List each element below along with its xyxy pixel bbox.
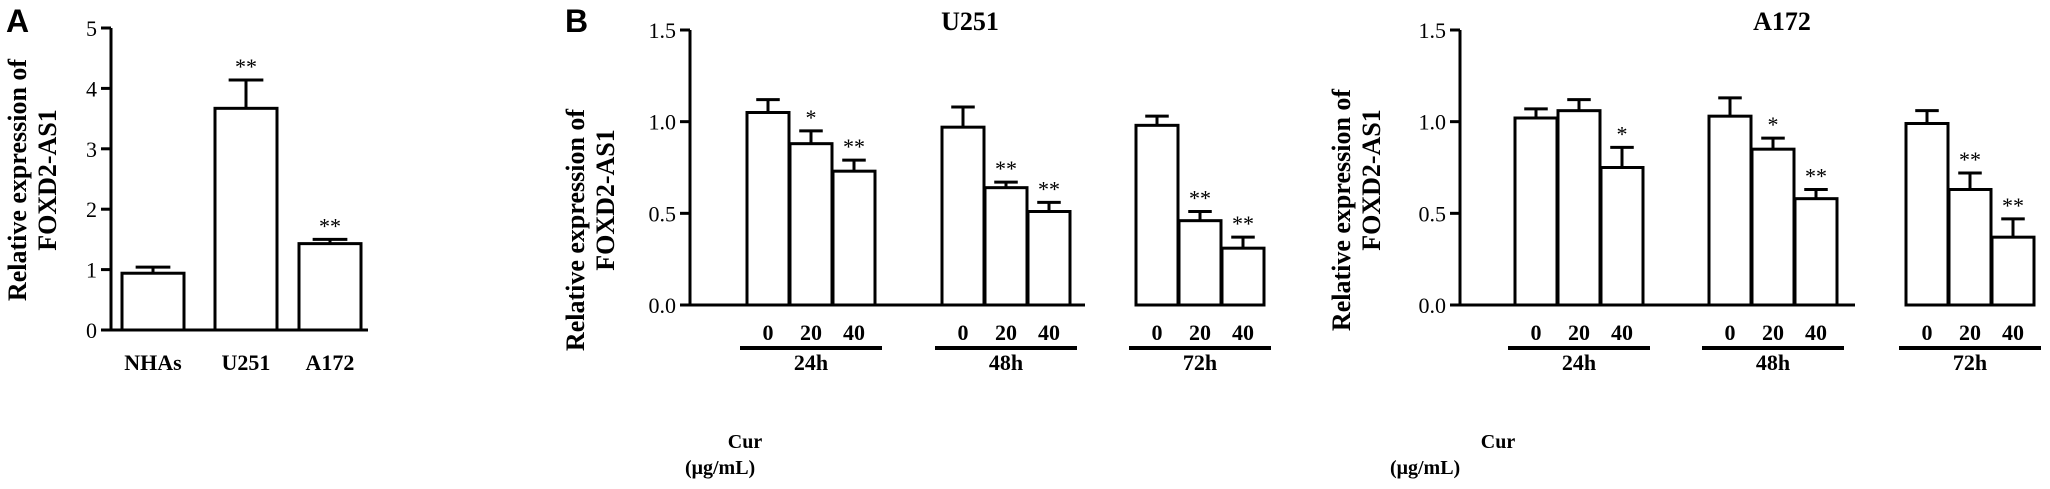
chart-u251-bar (983, 186, 1029, 307)
chart-a: 0 1 2 3 4 5 NHAs ** U251 ** A172 (86, 16, 368, 375)
chart-a-y-tick-label: 2 (86, 197, 97, 222)
chart-a172-concentration-label: 20 (1568, 320, 1590, 345)
chart-title-a172: A172 (1753, 7, 1811, 36)
chart-a172-significance: ** (1805, 164, 1827, 189)
chart-a172-significance: ** (2002, 193, 2024, 218)
chart-a172-concentration-label: 0 (1922, 320, 1933, 345)
chart-u251: 0.0 0.5 1.0 1.5 0 * 20 ** 40 24h 0 ** 20 ** 40 48h 0 ** 20… (649, 18, 1271, 375)
chart-title-u251: U251 (941, 7, 999, 36)
chart-u251-bar (940, 125, 986, 307)
chart-u251-significance: ** (843, 134, 865, 159)
chart-u251-concentration-label: 20 (800, 320, 822, 345)
chart-u251-concentration-label: 0 (958, 320, 969, 345)
cur-unit-a172: (μg/mL) (1390, 457, 1460, 479)
chart-a172-bar (1793, 197, 1839, 307)
chart-a172-concentration-label: 40 (2002, 320, 2024, 345)
chart-a172-concentration-label: 0 (1531, 320, 1542, 345)
chart-a172-bar (1513, 116, 1559, 307)
chart-a-y-tick-label: 1 (86, 258, 97, 283)
chart-u251-significance: ** (1189, 186, 1211, 211)
chart-u251-bar (788, 142, 834, 307)
chart-a172-bar (1990, 235, 2036, 307)
chart-a172-y-tick-label: 0.5 (1419, 201, 1447, 226)
chart-u251-concentration-label: 20 (995, 320, 1017, 345)
chart-a172-group-label: 24h (1562, 350, 1596, 375)
chart-u251-y-tick-label: 0.0 (649, 293, 677, 318)
chart-u251-bar (745, 111, 791, 307)
chart-u251-y-tick-label: 1.5 (649, 18, 677, 43)
y-axis-title-a-line2: FOXD2-AS1 (33, 109, 62, 251)
chart-a172-concentration-label: 0 (1725, 320, 1736, 345)
chart-a-bar (213, 106, 279, 332)
chart-a-y-tick-label: 0 (86, 318, 97, 343)
panel-label-b: B (565, 3, 588, 39)
y-axis-title-u251: Relative expression of FOXD2-AS1 (561, 109, 620, 351)
y-axis-title-a172: Relative expression of FOXD2-AS1 (1327, 89, 1386, 331)
chart-a172-concentration-label: 20 (1959, 320, 1981, 345)
chart-a172-y-tick-label: 1.0 (1419, 110, 1447, 135)
chart-u251-y-tick-label: 1.0 (649, 110, 677, 135)
chart-a172-bar (1947, 188, 1993, 307)
chart-u251-bar (1026, 210, 1072, 307)
chart-a-y-tick-label: 4 (86, 76, 97, 101)
chart-a172-concentration-label: 40 (1611, 320, 1633, 345)
chart-u251-significance: ** (1038, 176, 1060, 201)
chart-u251-bar (1134, 123, 1180, 307)
chart-a172-group-label: 48h (1756, 350, 1790, 375)
chart-a172-significance: * (1617, 121, 1628, 146)
chart-a172-concentration-label: 40 (1805, 320, 1827, 345)
chart-a-significance: ** (319, 213, 341, 238)
chart-u251-significance: * (806, 105, 817, 130)
chart-a172-bar (1904, 122, 1950, 307)
chart-u251-bar (1177, 219, 1223, 307)
y-axis-title-a-line1: Relative expression of (3, 59, 32, 301)
chart-a-x-tick-label: NHAs (124, 350, 182, 375)
cur-unit-u251: (μg/mL) (685, 457, 755, 479)
chart-a172-y-tick-label: 0.0 (1419, 293, 1447, 318)
chart-u251-concentration-label: 0 (1152, 320, 1163, 345)
chart-a-significance: ** (235, 54, 257, 79)
chart-a172-bar (1599, 166, 1645, 307)
chart-u251-concentration-label: 0 (763, 320, 774, 345)
chart-u251-concentration-label: 40 (1038, 320, 1060, 345)
y-axis-title-a172-line1: Relative expression of (1327, 89, 1356, 331)
chart-a-y-tick-label: 3 (86, 137, 97, 162)
chart-u251-bar (1220, 246, 1266, 307)
chart-u251-group-label: 24h (794, 350, 828, 375)
y-axis-title-a: Relative expression of FOXD2-AS1 (3, 59, 62, 301)
y-axis-title-u251-line2: FOXD2-AS1 (591, 129, 620, 271)
y-axis-title-a172-line2: FOXD2-AS1 (1357, 109, 1386, 251)
chart-a172-y-tick-label: 1.5 (1419, 18, 1447, 43)
chart-u251-significance: ** (995, 156, 1017, 181)
chart-u251-y-tick-label: 0.5 (649, 201, 677, 226)
y-axis-title-u251-line1: Relative expression of (561, 109, 590, 351)
chart-a172-group-label: 72h (1953, 350, 1987, 375)
chart-u251-significance: ** (1232, 211, 1254, 236)
chart-a172: 0.0 0.5 1.0 1.5 0 20 * 40 24h 0 * 20 ** 40 48h 0 ** 20 ** 4… (1419, 18, 2041, 375)
chart-a172-concentration-label: 20 (1762, 320, 1784, 345)
cur-label-u251: Cur (728, 431, 763, 453)
chart-a-y-tick-label: 5 (86, 16, 97, 41)
chart-a172-bar (1707, 114, 1753, 307)
panel-label-a: A (6, 3, 29, 39)
chart-a172-significance: ** (1959, 147, 1981, 172)
chart-u251-concentration-label: 40 (1232, 320, 1254, 345)
chart-a-bar (120, 271, 186, 332)
chart-a172-bar (1750, 147, 1796, 307)
chart-u251-group-label: 48h (989, 350, 1023, 375)
chart-a172-bar (1556, 109, 1602, 307)
chart-a-x-tick-label: U251 (222, 350, 271, 375)
chart-a-x-tick-label: A172 (306, 350, 355, 375)
chart-a-bar (297, 242, 363, 332)
cur-label-a172: Cur (1481, 431, 1516, 453)
chart-u251-group-label: 72h (1183, 350, 1217, 375)
chart-u251-concentration-label: 40 (843, 320, 865, 345)
chart-u251-concentration-label: 20 (1189, 320, 1211, 345)
chart-u251-bar (831, 169, 877, 307)
chart-a172-significance: * (1768, 112, 1779, 137)
